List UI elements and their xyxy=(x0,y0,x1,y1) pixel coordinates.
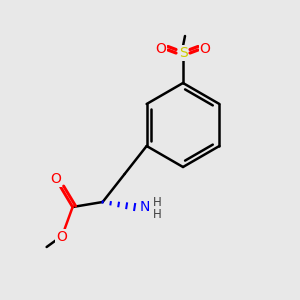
Text: O: O xyxy=(200,42,210,56)
Text: H: H xyxy=(153,208,161,220)
Text: S: S xyxy=(178,46,188,60)
Text: O: O xyxy=(56,230,67,244)
Text: H: H xyxy=(153,196,161,208)
Text: O: O xyxy=(50,172,61,186)
Text: O: O xyxy=(156,42,167,56)
Text: N: N xyxy=(140,200,150,214)
